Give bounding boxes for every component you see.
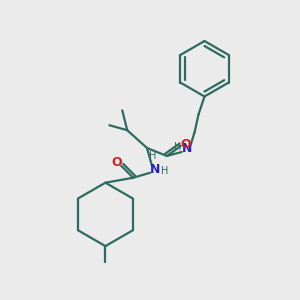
Text: H: H — [174, 142, 182, 152]
Text: O: O — [111, 156, 122, 170]
Text: H: H — [161, 166, 169, 176]
Text: N: N — [150, 163, 160, 176]
Text: O: O — [180, 138, 191, 151]
Text: H: H — [149, 151, 157, 161]
Text: N: N — [182, 142, 192, 154]
